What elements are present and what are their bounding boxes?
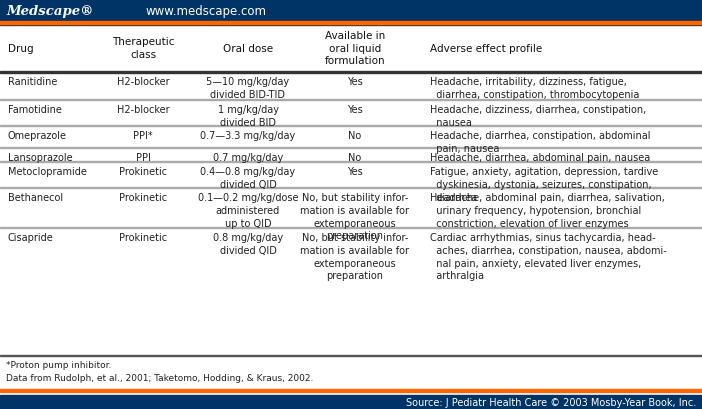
Text: Drug: Drug — [8, 43, 34, 53]
Text: 1 mg/kg/day
divided BID: 1 mg/kg/day divided BID — [218, 105, 279, 128]
Text: Adverse effect profile: Adverse effect profile — [430, 43, 542, 53]
Bar — [0, 227, 702, 228]
Text: 0.4—0.8 mg/kg/day
divided QID: 0.4—0.8 mg/kg/day divided QID — [201, 166, 296, 189]
Text: Available in
oral liquid
formulation: Available in oral liquid formulation — [325, 31, 385, 66]
Text: No: No — [348, 153, 362, 163]
Text: H2-blocker: H2-blocker — [117, 77, 169, 87]
Bar — [0, 22, 702, 25]
Text: Headache, diarrhea, abdominal pain, nausea: Headache, diarrhea, abdominal pain, naus… — [430, 153, 650, 163]
Text: Prokinetic: Prokinetic — [119, 166, 167, 177]
Text: 0.1—0.2 mg/kg/dose
administered
up to QID: 0.1—0.2 mg/kg/dose administered up to QI… — [198, 193, 298, 228]
Text: Famotidine: Famotidine — [8, 105, 62, 115]
Bar — [0, 25, 702, 26]
Text: Headache, abdominal pain, diarrhea, salivation,
  urinary frequency, hypotension: Headache, abdominal pain, diarrhea, sali… — [430, 193, 665, 228]
Text: Medscape®: Medscape® — [6, 4, 93, 18]
Bar — [0, 72, 702, 73]
Text: Source: J Pediatr Health Care © 2003 Mosby-Year Book, Inc.: Source: J Pediatr Health Care © 2003 Mos… — [406, 397, 696, 407]
Text: Cisapride: Cisapride — [8, 232, 54, 243]
Text: No, but stability infor-
mation is available for
extemporaneous
preparation: No, but stability infor- mation is avail… — [300, 232, 409, 281]
Text: Bethanecol: Bethanecol — [8, 193, 63, 202]
Bar — [0, 0, 702, 22]
Bar — [0, 395, 702, 409]
Text: Cardiac arrhythmias, sinus tachycardia, head-
  aches, diarrhea, constipation, n: Cardiac arrhythmias, sinus tachycardia, … — [430, 232, 667, 281]
Text: Yes: Yes — [347, 105, 363, 115]
Text: 5—10 mg/kg/day
divided BID-TID: 5—10 mg/kg/day divided BID-TID — [206, 77, 289, 99]
Text: PPI*: PPI* — [133, 131, 153, 141]
Bar — [0, 355, 702, 356]
Text: 0.8 mg/kg/day
divided QID: 0.8 mg/kg/day divided QID — [213, 232, 283, 255]
Text: Ranitidine: Ranitidine — [8, 77, 58, 87]
Text: Headache, diarrhea, constipation, abdominal
  pain, nausea: Headache, diarrhea, constipation, abdomi… — [430, 131, 651, 153]
Text: Prokinetic: Prokinetic — [119, 193, 167, 202]
Text: 0.7 mg/kg/day: 0.7 mg/kg/day — [213, 153, 283, 163]
Text: Lansoprazole: Lansoprazole — [8, 153, 72, 163]
Text: Headache, dizziness, diarrhea, constipation,
  nausea: Headache, dizziness, diarrhea, constipat… — [430, 105, 647, 128]
Bar — [0, 389, 702, 392]
Text: Headache, irritability, dizziness, fatigue,
  diarrhea, constipation, thrombocyt: Headache, irritability, dizziness, fatig… — [430, 77, 640, 99]
Text: PPI: PPI — [135, 153, 150, 163]
Text: 0.7—3.3 mg/kg/day: 0.7—3.3 mg/kg/day — [200, 131, 296, 141]
Text: Data from Rudolph, et al., 2001; Taketomo, Hodding, & Kraus, 2002.: Data from Rudolph, et al., 2001; Taketom… — [6, 373, 313, 382]
Text: H2-blocker: H2-blocker — [117, 105, 169, 115]
Text: Yes: Yes — [347, 77, 363, 87]
Text: Oral dose: Oral dose — [223, 43, 273, 53]
Text: No, but stability infor-
mation is available for
extemporaneous
preparation: No, but stability infor- mation is avail… — [300, 193, 409, 241]
Text: www.medscape.com: www.medscape.com — [145, 4, 266, 18]
Text: Prokinetic: Prokinetic — [119, 232, 167, 243]
Text: No: No — [348, 131, 362, 141]
Text: Metoclopramide: Metoclopramide — [8, 166, 87, 177]
Text: Fatigue, anxiety, agitation, depression, tardive
  dyskinesia, dystonia, seizure: Fatigue, anxiety, agitation, depression,… — [430, 166, 658, 202]
Text: Yes: Yes — [347, 166, 363, 177]
Text: *Proton pump inhibitor.: *Proton pump inhibitor. — [6, 360, 112, 369]
Text: Therapeutic
class: Therapeutic class — [112, 37, 174, 60]
Text: Omeprazole: Omeprazole — [8, 131, 67, 141]
